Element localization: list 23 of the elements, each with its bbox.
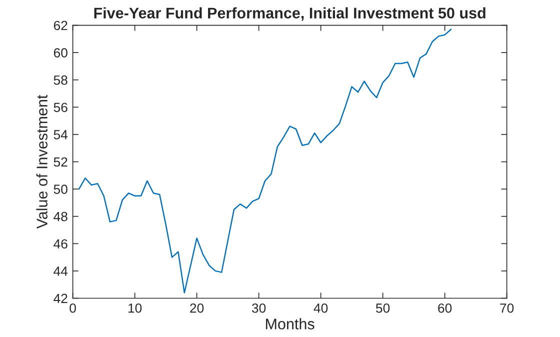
- y-axis-title: Value of Investment: [36, 94, 48, 229]
- y-tick-label: 56: [54, 102, 68, 112]
- x-tick-label: 60: [438, 303, 452, 313]
- y-tick-label: 44: [54, 266, 68, 276]
- y-tick-label: 50: [54, 184, 68, 194]
- y-tick-label: 62: [54, 20, 68, 30]
- x-tick-label: 30: [252, 303, 266, 313]
- x-tick-label: 50: [376, 303, 390, 313]
- chart-title: Five-Year Fund Performance, Initial Investment 50 usd: [94, 7, 486, 21]
- y-tick-label: 42: [54, 294, 68, 304]
- x-tick-label: 10: [128, 303, 142, 313]
- x-tick-label: 40: [314, 303, 328, 313]
- x-tick-label: 70: [500, 303, 514, 313]
- y-tick-label: 60: [54, 48, 68, 58]
- y-tick-label: 54: [54, 130, 68, 140]
- y-tick-label: 52: [54, 157, 68, 167]
- y-tick-label: 48: [54, 212, 68, 222]
- y-tick-label: 46: [54, 239, 68, 249]
- x-axis-title: Months: [266, 318, 314, 330]
- x-tick-label: 0: [70, 303, 76, 313]
- line-series: [78, 28, 452, 294]
- x-tick-label: 20: [190, 303, 204, 313]
- y-tick-label: 58: [54, 75, 68, 85]
